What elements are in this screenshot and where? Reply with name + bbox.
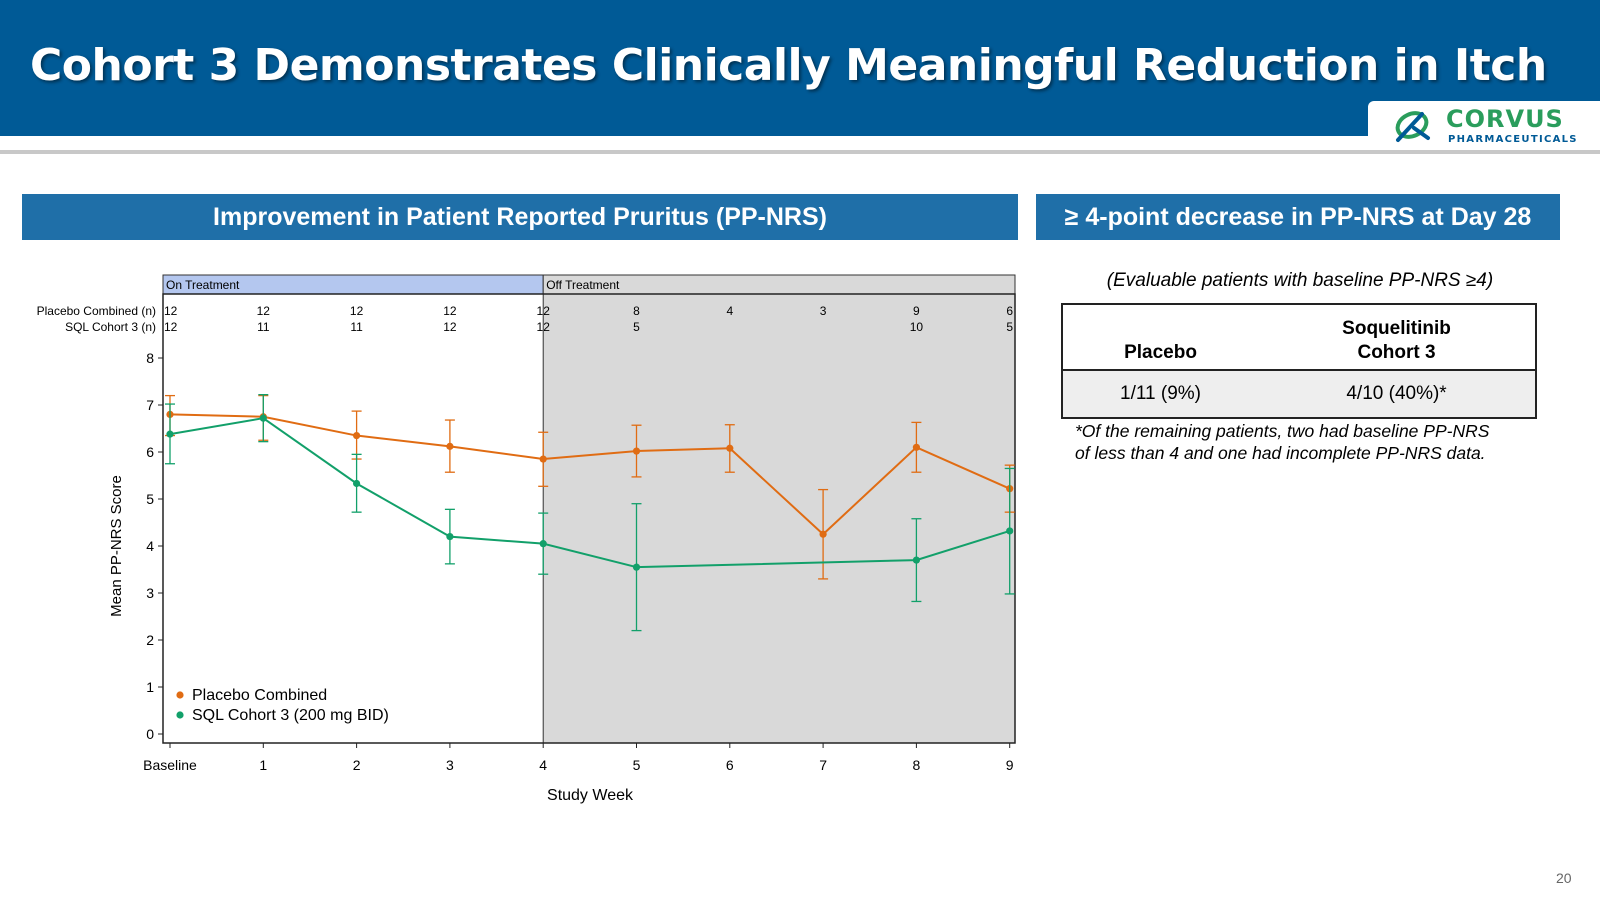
y-tick-label: 5 [146,491,154,507]
corvus-logo-icon [1395,111,1430,142]
data-point [912,443,921,451]
x-tick-label: 6 [726,757,734,773]
n-count: 12 [164,304,178,318]
table-header-placebo: Placebo [1062,304,1258,370]
n-count: 9 [913,304,920,318]
n-count: 11 [257,320,270,334]
n-count: 10 [910,320,924,334]
table-cell-soquelitinib: 4/10 (40%)* [1258,370,1536,418]
n-count: 5 [633,320,640,334]
n-count: 8 [633,304,640,318]
n-count: 12 [257,304,271,318]
table-section-heading: ≥ 4-point decrease in PP-NRS at Day 28 [1036,194,1560,240]
n-count: 3 [820,304,827,318]
chart-section-heading-text: Improvement in Patient Reported Pruritus… [213,202,827,231]
logo-subtitle: PHARMACEUTICALS [1448,134,1578,145]
table-footnote: *Of the remaining patients, two had base… [1075,420,1545,464]
data-point [539,455,547,463]
footnote-line: of less than 4 and one had incomplete PP… [1075,443,1486,463]
pp-nrs-line-chart: On Treatment Off Treatment012345678Baseli… [37,274,1016,804]
n-count: 12 [164,320,178,334]
table-header-line: Soquelitinib [1342,318,1451,339]
table-header-line: Placebo [1124,342,1197,363]
data-point [912,556,921,564]
legend-label: SQL Cohort 3 (200 mg BID) [192,707,389,724]
n-count: 6 [1006,304,1013,318]
legend-label: Placebo Combined [192,687,327,704]
table-header-row: Placebo Soquelitinib Cohort 3 [1062,304,1536,370]
page-number: 20 [1556,870,1572,886]
data-point [726,444,734,452]
evaluable-patients-note: (Evaluable patients with baseline PP-NRS… [1106,270,1494,291]
region-label: Off Treatment [546,278,620,292]
y-tick-label: 2 [146,632,154,648]
x-tick-label: 8 [913,757,921,773]
n-count: 12 [443,320,457,334]
y-tick-label: 0 [146,726,154,742]
region-shading [543,294,1015,743]
table-cell-placebo: 1/11 (9%) [1062,370,1259,418]
n-count: 12 [443,304,457,318]
y-tick-label: 1 [146,679,154,695]
x-tick-label: 2 [353,757,361,773]
legend-marker [176,691,184,699]
data-point [353,479,361,488]
y-tick-label: 6 [146,444,154,460]
n-row-label: Placebo Combined (n) [37,304,156,318]
y-tick-label: 7 [146,397,154,413]
n-count: 4 [726,304,733,318]
y-tick-label: 3 [146,585,154,601]
series-line [169,413,1011,536]
x-tick-label: Baseline [143,757,197,773]
x-tick-label: 1 [259,757,267,773]
slide-title: Cohort 3 Demonstrates Clinically Meaning… [30,40,1547,91]
region-label: On Treatment [166,278,240,292]
y-tick-label: 4 [146,538,154,554]
logo-panel [1368,101,1600,149]
data-point [632,447,641,455]
data-point [259,414,267,422]
legend-marker [176,711,184,719]
data-point [1006,527,1014,535]
table-section-heading-text: ≥ 4-point decrease in PP-NRS at Day 28 [1064,202,1532,231]
table-header-soquelitinib: Soquelitinib Cohort 3 [1258,304,1536,370]
data-point [446,533,454,541]
data-point [446,442,454,450]
n-count: 12 [537,304,551,318]
y-axis-title: Mean PP-NRS Score [108,475,125,617]
chart-section-heading: Improvement in Patient Reported Pruritus… [22,194,1018,240]
header-divider [0,150,1600,154]
table-row: 1/11 (9%) 4/10 (40%)* [1062,370,1536,418]
data-point [539,540,547,548]
logo-wordmark: CORVUS [1446,105,1564,133]
n-count: 5 [1006,320,1013,334]
footnote-line: *Of the remaining patients, two had base… [1075,421,1490,441]
x-tick-label: 3 [446,757,454,773]
plot-frame [162,293,1016,744]
n-count: 12 [350,304,364,318]
header-banner: Cohort 3 Demonstrates Clinically Meaning… [0,0,1600,136]
n-count: 12 [537,320,551,334]
x-tick-label: 9 [1006,757,1014,773]
y-tick-label: 8 [146,350,154,366]
data-point [632,563,641,571]
data-point [353,431,361,440]
n-count: 11 [350,320,363,334]
series-line [169,417,1010,569]
n-row-label: SQL Cohort 3 (n) [65,320,156,334]
x-tick-label: 5 [633,757,641,773]
table-header-line: Cohort 3 [1357,342,1436,363]
data-point [166,430,174,438]
data-point [819,530,827,538]
x-tick-label: 7 [819,757,827,773]
responder-table: Placebo Soquelitinib Cohort 3 1/11 (9%) … [1061,303,1537,419]
x-tick-label: 4 [539,757,547,773]
x-axis-title: Study Week [547,787,634,804]
